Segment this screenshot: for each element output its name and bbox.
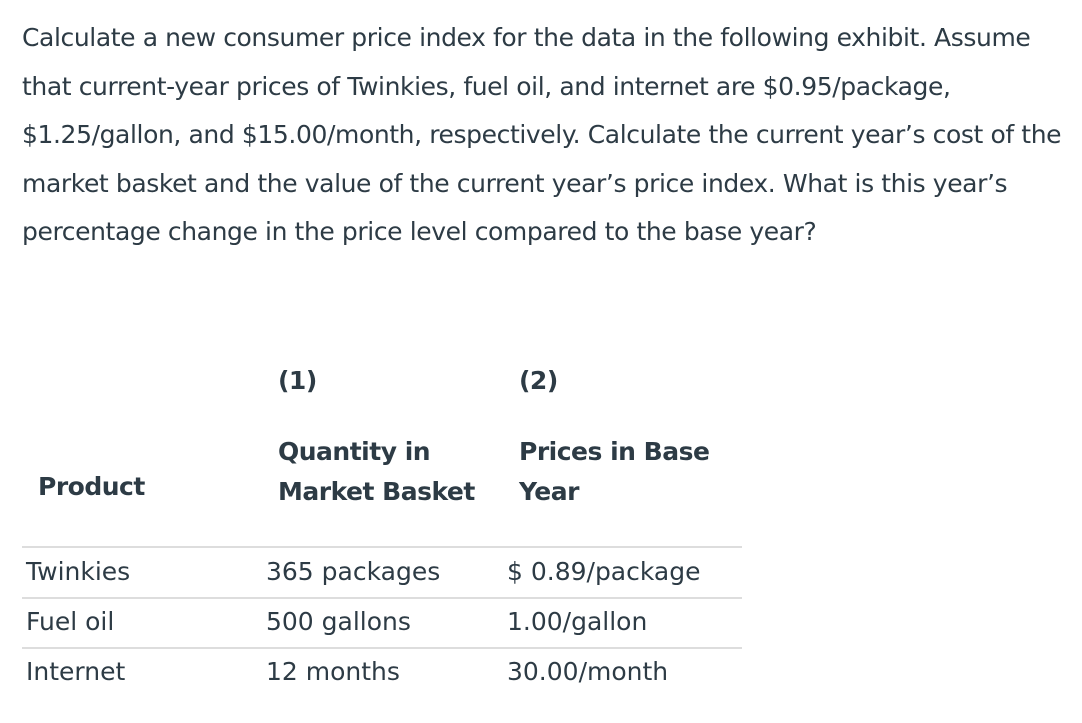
cell: 500 gallons xyxy=(266,607,411,636)
rule xyxy=(22,597,742,599)
rule xyxy=(22,546,742,548)
cell: 365 packages xyxy=(266,557,441,586)
cell: 1.00/gallon xyxy=(507,607,648,636)
cell: Twinkies xyxy=(26,557,131,586)
column-number: (2) xyxy=(519,366,558,395)
cell: Fuel oil xyxy=(26,607,115,636)
cell: 12 months xyxy=(266,657,400,686)
column-number: (1) xyxy=(278,366,317,395)
cell: 30.00/month xyxy=(507,657,669,686)
cell: $ 0.89/package xyxy=(507,557,701,586)
rule xyxy=(22,647,742,649)
header: Product xyxy=(38,472,145,501)
cell: Internet xyxy=(26,657,126,686)
header: Quantity in Market Basket xyxy=(278,437,475,506)
question: Calculate a new consumer price index for… xyxy=(22,23,1062,246)
header: Prices in Base Year xyxy=(519,437,710,506)
